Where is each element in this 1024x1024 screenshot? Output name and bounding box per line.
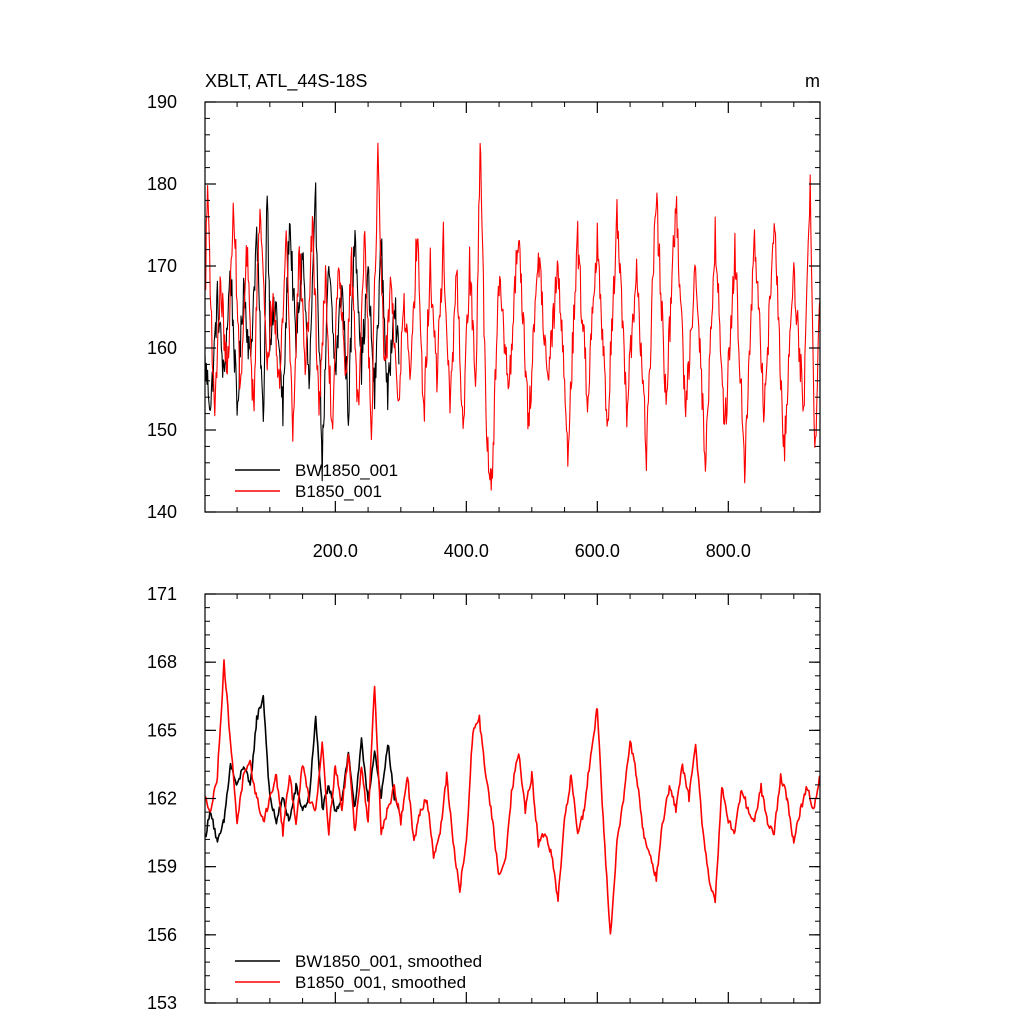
top-plot-frame	[204, 101, 821, 513]
bottom-y-tick-label: 168	[147, 652, 177, 672]
top-x-tick-label: 600.0	[575, 541, 620, 561]
bottom-series-line-0	[204, 694, 400, 843]
bottom-panel-series	[204, 659, 821, 935]
bottom-y-tick-label: 171	[147, 584, 177, 604]
bottom-y-tick-label: 159	[147, 857, 177, 877]
top-y-tick-label: 140	[147, 502, 177, 522]
bottom-y-tick-label: 153	[147, 993, 177, 1013]
bottom-legend-label-bw1850: BW1850_001, smoothed	[295, 952, 482, 971]
top-y-tick-label: 190	[147, 92, 177, 112]
bottom-panel: 153 156 159 162 165 168 171 BW1850_001, smooth…	[147, 584, 821, 1013]
top-y-tick-label: 160	[147, 338, 177, 358]
top-panel-title: XBLT, ATL_44S-18S	[205, 71, 367, 92]
top-y-tick-label: 170	[147, 256, 177, 276]
bottom-series-line-1	[204, 659, 821, 935]
bottom-legend-label-b1850: B1850_001, smoothed	[295, 973, 466, 992]
top-y-tick-label: 180	[147, 174, 177, 194]
top-legend-label-b1850: B1850_001	[295, 482, 382, 501]
bottom-y-tick-label: 156	[147, 925, 177, 945]
bottom-y-tick-label: 162	[147, 789, 177, 809]
top-x-tick-label: 200.0	[313, 541, 358, 561]
top-x-tick-label: 400.0	[444, 541, 489, 561]
top-panel-units: m	[805, 71, 820, 91]
top-panel: XBLT, ATL_44S-18S m 140 150 160 170 180 190 20…	[147, 71, 821, 561]
top-panel-series	[204, 142, 821, 491]
bottom-y-tick-label: 165	[147, 720, 177, 740]
top-panel-axes: 140 150 160 170 180 190 200.0 400.0 600.0 800.0	[147, 92, 821, 561]
top-series-line-1	[205, 142, 821, 491]
top-x-tick-label: 800.0	[706, 541, 751, 561]
bottom-panel-axes: 153 156 159 162 165 168 171	[147, 584, 821, 1013]
bottom-panel-legend: BW1850_001, smoothed B1850_001, smoothed	[235, 952, 482, 992]
top-legend-label-bw1850: BW1850_001	[295, 461, 398, 480]
top-panel-legend: BW1850_001 B1850_001	[235, 461, 398, 501]
top-y-tick-label: 150	[147, 420, 177, 440]
